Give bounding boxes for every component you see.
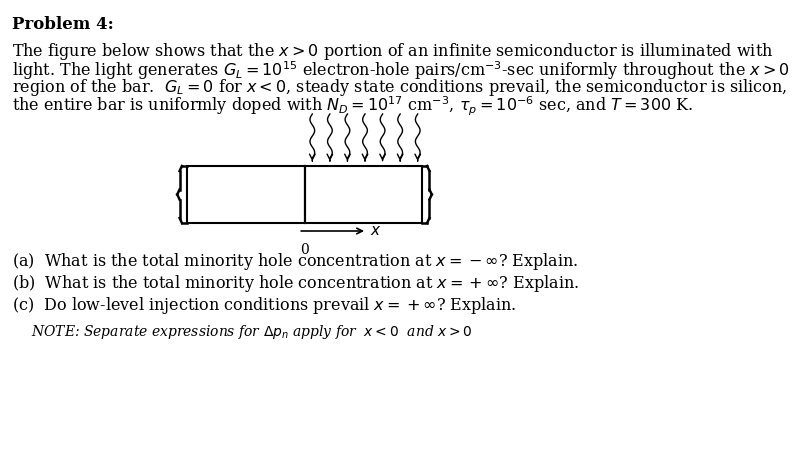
Text: NOTE: Separate expressions for $\Delta p_n$ apply for  $x < 0$  and $x > 0$: NOTE: Separate expressions for $\Delta p…	[31, 323, 472, 341]
Text: (a)  What is the total minority hole concentration at $x = -\infty$? Explain.: (a) What is the total minority hole conc…	[12, 251, 578, 272]
Text: region of the bar.  $G_L = 0$ for $x < 0$, steady state conditions prevail, the : region of the bar. $G_L = 0$ for $x < 0$…	[12, 77, 787, 98]
Text: 0: 0	[300, 243, 309, 257]
Text: (b)  What is the total minority hole concentration at $x = +\infty$? Explain.: (b) What is the total minority hole conc…	[12, 273, 579, 294]
Bar	[187, 166, 305, 223]
Bar	[305, 166, 422, 223]
Text: (c)  Do low-level injection conditions prevail $x = +\infty$? Explain.: (c) Do low-level injection conditions pr…	[12, 295, 516, 316]
Text: The figure below shows that the $x > 0$ portion of an infinite semiconductor is : The figure below shows that the $x > 0$ …	[12, 41, 773, 62]
Text: Problem 4:: Problem 4:	[12, 16, 114, 33]
Text: light. The light generates $G_L = 10^{15}$ electron-hole pairs/cm$^{-3}$-sec uni: light. The light generates $G_L = 10^{15…	[12, 59, 789, 81]
Text: the entire bar is uniformly doped with $N_D = 10^{17}$ cm$^{-3}$, $\tau_p = 10^{: the entire bar is uniformly doped with $…	[12, 95, 692, 118]
Text: $x$: $x$	[370, 224, 382, 238]
